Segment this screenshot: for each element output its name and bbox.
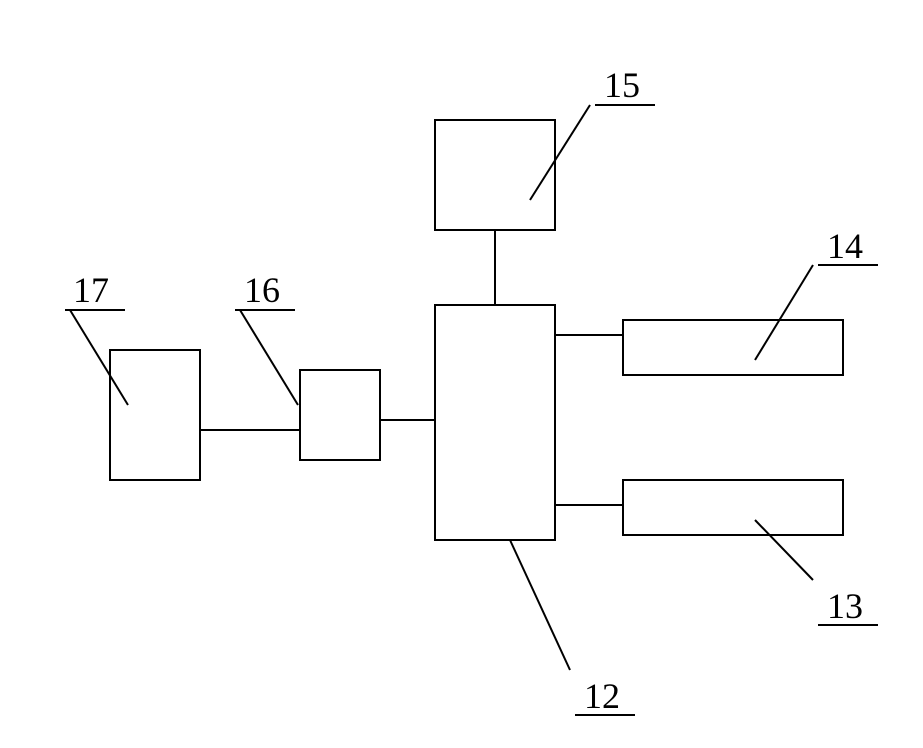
label-15: 15 bbox=[604, 65, 640, 105]
leader-12 bbox=[510, 540, 570, 670]
label-13: 13 bbox=[827, 586, 863, 626]
node-13 bbox=[623, 480, 843, 535]
node-17 bbox=[110, 350, 200, 480]
node-12 bbox=[435, 305, 555, 540]
node-16 bbox=[300, 370, 380, 460]
block-diagram: 12 13 14 15 16 17 bbox=[0, 0, 923, 748]
node-14 bbox=[623, 320, 843, 375]
label-16: 16 bbox=[244, 270, 280, 310]
leader-16 bbox=[240, 310, 298, 405]
label-12: 12 bbox=[584, 676, 620, 716]
node-15 bbox=[435, 120, 555, 230]
label-17: 17 bbox=[73, 270, 109, 310]
label-14: 14 bbox=[827, 226, 863, 266]
